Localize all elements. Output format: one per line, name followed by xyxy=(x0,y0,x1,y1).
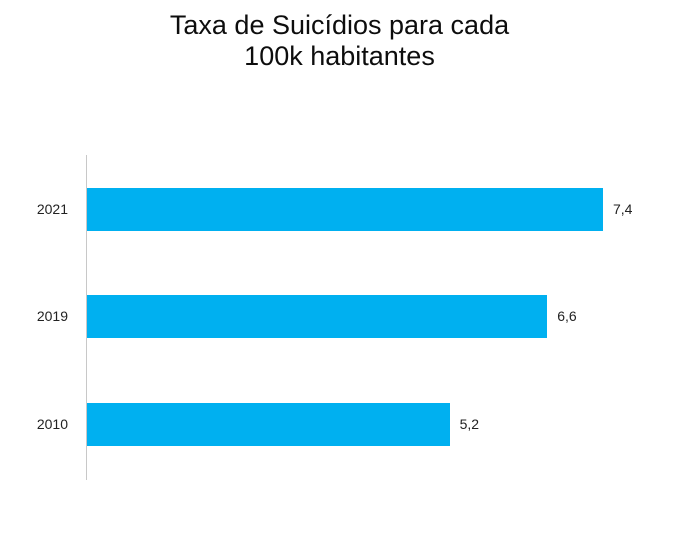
value-label-2021: 7,4 xyxy=(613,201,633,217)
category-label-2021: 2021 xyxy=(36,201,68,217)
bar-2019 xyxy=(87,295,548,338)
value-label-2010: 5,2 xyxy=(459,416,480,432)
chart-title-line-2: 100k habitantes xyxy=(244,41,435,71)
chart-title: Taxa de Suicídios para cada 100k habitan… xyxy=(0,10,679,72)
bar-2021 xyxy=(87,188,603,231)
y-axis-line xyxy=(86,155,87,480)
bar-2010 xyxy=(87,403,450,446)
category-label-2019: 2019 xyxy=(36,308,68,324)
value-label-2019: 6,6 xyxy=(557,308,577,324)
category-label-2010: 2010 xyxy=(36,416,68,432)
chart-title-line-1: Taxa de Suicídios para cada xyxy=(169,10,510,40)
